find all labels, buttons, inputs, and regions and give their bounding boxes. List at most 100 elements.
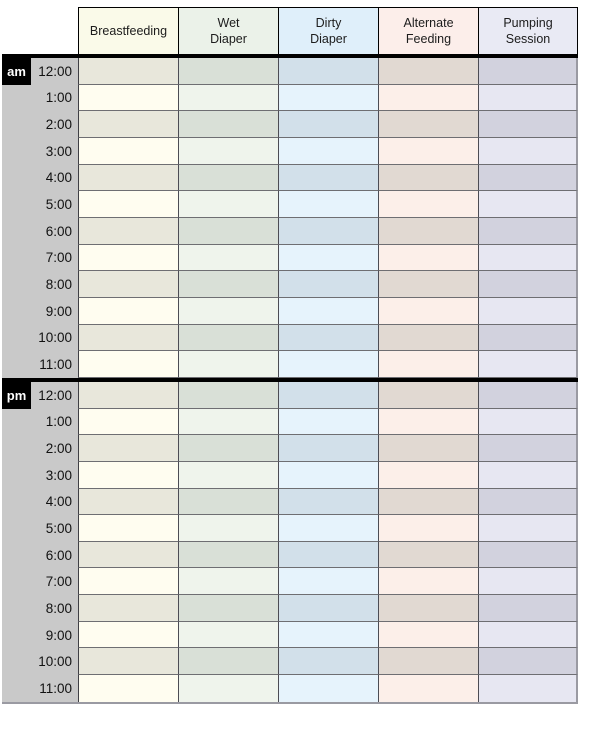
log-cell-alternate-feeding[interactable] xyxy=(378,488,478,516)
log-cell-wet-diaper[interactable] xyxy=(178,675,278,702)
log-cell-breastfeeding[interactable] xyxy=(78,244,178,272)
log-cell-dirty-diaper[interactable] xyxy=(278,675,378,702)
log-cell-alternate-feeding[interactable] xyxy=(378,164,478,192)
log-cell-pumping-session[interactable] xyxy=(478,297,578,325)
log-cell-alternate-feeding[interactable] xyxy=(378,461,478,489)
log-cell-wet-diaper[interactable] xyxy=(178,84,278,112)
log-cell-wet-diaper[interactable] xyxy=(178,244,278,272)
log-cell-wet-diaper[interactable] xyxy=(178,111,278,138)
log-cell-pumping-session[interactable] xyxy=(478,381,578,409)
log-cell-wet-diaper[interactable] xyxy=(178,568,278,596)
log-cell-dirty-diaper[interactable] xyxy=(278,621,378,649)
log-cell-breastfeeding[interactable] xyxy=(78,271,178,298)
log-cell-alternate-feeding[interactable] xyxy=(378,217,478,245)
log-cell-pumping-session[interactable] xyxy=(478,595,578,622)
log-cell-wet-diaper[interactable] xyxy=(178,58,278,85)
log-cell-dirty-diaper[interactable] xyxy=(278,137,378,165)
log-cell-pumping-session[interactable] xyxy=(478,515,578,542)
log-cell-wet-diaper[interactable] xyxy=(178,648,278,676)
log-cell-breastfeeding[interactable] xyxy=(78,648,178,676)
log-cell-alternate-feeding[interactable] xyxy=(378,137,478,165)
log-cell-dirty-diaper[interactable] xyxy=(278,297,378,325)
log-cell-breastfeeding[interactable] xyxy=(78,137,178,165)
log-cell-wet-diaper[interactable] xyxy=(178,435,278,462)
log-cell-alternate-feeding[interactable] xyxy=(378,191,478,218)
log-cell-pumping-session[interactable] xyxy=(478,217,578,245)
log-cell-dirty-diaper[interactable] xyxy=(278,381,378,409)
log-cell-breastfeeding[interactable] xyxy=(78,191,178,218)
log-cell-alternate-feeding[interactable] xyxy=(378,297,478,325)
log-cell-pumping-session[interactable] xyxy=(478,675,578,702)
log-cell-dirty-diaper[interactable] xyxy=(278,568,378,596)
log-cell-dirty-diaper[interactable] xyxy=(278,84,378,112)
log-cell-alternate-feeding[interactable] xyxy=(378,435,478,462)
log-cell-breastfeeding[interactable] xyxy=(78,621,178,649)
log-cell-breastfeeding[interactable] xyxy=(78,568,178,596)
log-cell-breastfeeding[interactable] xyxy=(78,675,178,702)
log-cell-alternate-feeding[interactable] xyxy=(378,111,478,138)
log-cell-pumping-session[interactable] xyxy=(478,648,578,676)
log-cell-wet-diaper[interactable] xyxy=(178,217,278,245)
log-cell-dirty-diaper[interactable] xyxy=(278,541,378,569)
log-cell-wet-diaper[interactable] xyxy=(178,515,278,542)
log-cell-breastfeeding[interactable] xyxy=(78,351,178,378)
log-cell-alternate-feeding[interactable] xyxy=(378,621,478,649)
log-cell-dirty-diaper[interactable] xyxy=(278,58,378,85)
log-cell-alternate-feeding[interactable] xyxy=(378,408,478,436)
log-cell-breastfeeding[interactable] xyxy=(78,595,178,622)
log-cell-alternate-feeding[interactable] xyxy=(378,271,478,298)
log-cell-dirty-diaper[interactable] xyxy=(278,351,378,378)
log-cell-wet-diaper[interactable] xyxy=(178,541,278,569)
log-cell-pumping-session[interactable] xyxy=(478,568,578,596)
log-cell-pumping-session[interactable] xyxy=(478,461,578,489)
log-cell-pumping-session[interactable] xyxy=(478,541,578,569)
log-cell-dirty-diaper[interactable] xyxy=(278,111,378,138)
log-cell-pumping-session[interactable] xyxy=(478,164,578,192)
log-cell-breastfeeding[interactable] xyxy=(78,111,178,138)
log-cell-dirty-diaper[interactable] xyxy=(278,324,378,352)
log-cell-breastfeeding[interactable] xyxy=(78,408,178,436)
log-cell-breastfeeding[interactable] xyxy=(78,488,178,516)
log-cell-alternate-feeding[interactable] xyxy=(378,595,478,622)
log-cell-dirty-diaper[interactable] xyxy=(278,408,378,436)
log-cell-wet-diaper[interactable] xyxy=(178,271,278,298)
log-cell-alternate-feeding[interactable] xyxy=(378,58,478,85)
log-cell-pumping-session[interactable] xyxy=(478,244,578,272)
log-cell-pumping-session[interactable] xyxy=(478,621,578,649)
log-cell-pumping-session[interactable] xyxy=(478,84,578,112)
log-cell-dirty-diaper[interactable] xyxy=(278,488,378,516)
log-cell-dirty-diaper[interactable] xyxy=(278,164,378,192)
log-cell-alternate-feeding[interactable] xyxy=(378,351,478,378)
log-cell-alternate-feeding[interactable] xyxy=(378,324,478,352)
log-cell-dirty-diaper[interactable] xyxy=(278,191,378,218)
log-cell-pumping-session[interactable] xyxy=(478,137,578,165)
log-cell-alternate-feeding[interactable] xyxy=(378,675,478,702)
log-cell-pumping-session[interactable] xyxy=(478,408,578,436)
log-cell-dirty-diaper[interactable] xyxy=(278,648,378,676)
log-cell-pumping-session[interactable] xyxy=(478,271,578,298)
log-cell-alternate-feeding[interactable] xyxy=(378,541,478,569)
log-cell-dirty-diaper[interactable] xyxy=(278,435,378,462)
log-cell-wet-diaper[interactable] xyxy=(178,488,278,516)
log-cell-wet-diaper[interactable] xyxy=(178,408,278,436)
log-cell-dirty-diaper[interactable] xyxy=(278,271,378,298)
log-cell-breastfeeding[interactable] xyxy=(78,164,178,192)
log-cell-wet-diaper[interactable] xyxy=(178,164,278,192)
log-cell-breastfeeding[interactable] xyxy=(78,217,178,245)
log-cell-breastfeeding[interactable] xyxy=(78,324,178,352)
log-cell-dirty-diaper[interactable] xyxy=(278,244,378,272)
log-cell-wet-diaper[interactable] xyxy=(178,621,278,649)
log-cell-pumping-session[interactable] xyxy=(478,351,578,378)
log-cell-dirty-diaper[interactable] xyxy=(278,595,378,622)
log-cell-dirty-diaper[interactable] xyxy=(278,461,378,489)
log-cell-breastfeeding[interactable] xyxy=(78,84,178,112)
log-cell-dirty-diaper[interactable] xyxy=(278,515,378,542)
log-cell-breastfeeding[interactable] xyxy=(78,58,178,85)
log-cell-breastfeeding[interactable] xyxy=(78,541,178,569)
log-cell-dirty-diaper[interactable] xyxy=(278,217,378,245)
log-cell-breastfeeding[interactable] xyxy=(78,461,178,489)
log-cell-pumping-session[interactable] xyxy=(478,488,578,516)
log-cell-pumping-session[interactable] xyxy=(478,58,578,85)
log-cell-wet-diaper[interactable] xyxy=(178,297,278,325)
log-cell-breastfeeding[interactable] xyxy=(78,381,178,409)
